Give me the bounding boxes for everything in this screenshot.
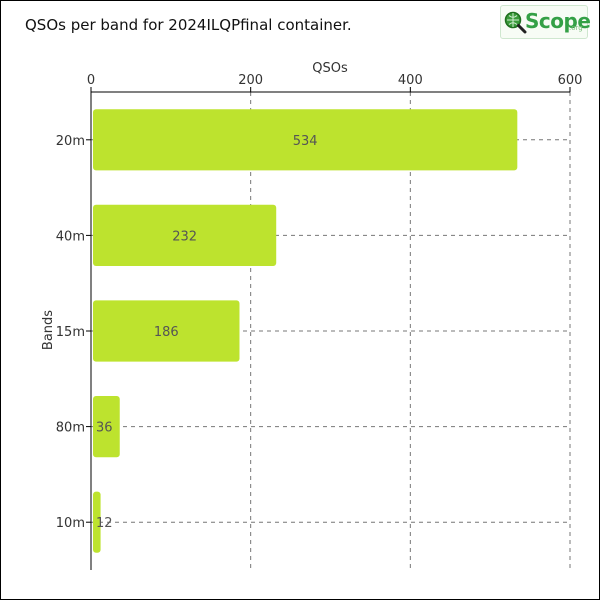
x-tick-label: 200 <box>238 73 263 88</box>
x-tick-label: 0 <box>87 73 95 88</box>
magnifier-globe-icon <box>504 11 527 34</box>
y-tick-label: 20m <box>56 134 85 149</box>
y-tick-label: 15m <box>56 325 85 340</box>
y-axis-title: Bands <box>41 310 56 350</box>
bar-value-label: 534 <box>293 134 318 149</box>
bars: 534 232 186 36 12 <box>93 109 518 553</box>
bar-value-label: 36 <box>96 421 113 436</box>
bar-40m[interactable] <box>93 204 277 266</box>
bar-value-label: 186 <box>154 325 179 340</box>
x-axis-title: QSOs <box>312 61 348 76</box>
bar-value-label: 12 <box>96 516 113 531</box>
x-tick-label: 600 <box>558 73 583 88</box>
x-tick-label: 400 <box>398 73 423 88</box>
chart-title: QSOs per band for 2024ILQPfinal containe… <box>25 16 352 34</box>
y-tick-label: 80m <box>56 421 85 436</box>
qscope-logo[interactable]: Scope .org <box>500 5 591 39</box>
bar-20m[interactable] <box>93 109 518 171</box>
axes: 0 200 400 600 20m 40m 15m 80m 10m <box>56 73 583 570</box>
bar-80m[interactable] <box>93 396 120 458</box>
bar-15m[interactable] <box>93 300 240 362</box>
bar-10m[interactable] <box>93 491 101 553</box>
logo-text: Scope <box>525 9 591 33</box>
logo-suffix: .org <box>569 24 583 32</box>
y-tick-label: 10m <box>56 516 85 531</box>
y-tick-label: 40m <box>56 229 85 244</box>
bar-value-label: 232 <box>172 229 197 244</box>
